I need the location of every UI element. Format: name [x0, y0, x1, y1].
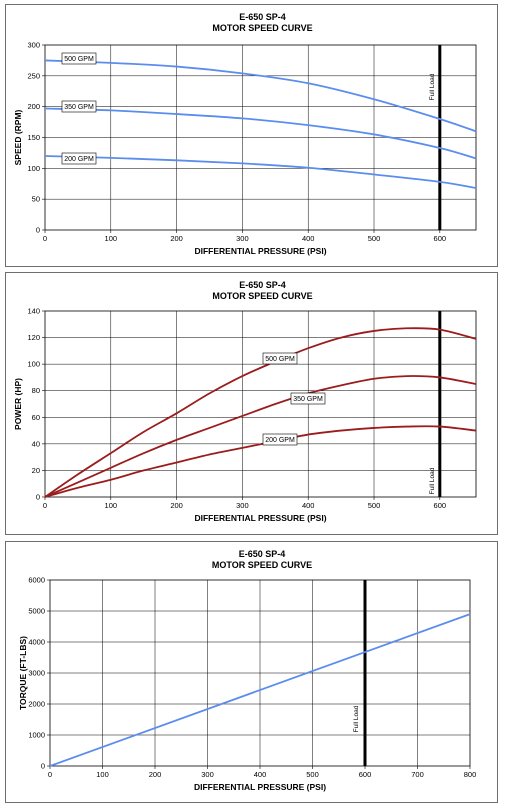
- y-tick-label: 50: [32, 195, 40, 204]
- chart-subtitle: MOTOR SPEED CURVE: [212, 291, 312, 301]
- full-load-label: Full Load: [429, 73, 436, 100]
- x-tick-label: 300: [236, 234, 249, 243]
- y-tick-label: 100: [27, 164, 40, 173]
- series-label: 200 GPM: [265, 437, 295, 444]
- x-tick-label: 500: [368, 234, 381, 243]
- chart-title: E-650 SP-4: [239, 280, 286, 290]
- x-tick-label: 300: [201, 770, 214, 779]
- full-load-label: Full Load: [353, 705, 360, 732]
- series-label: 200 GPM: [64, 156, 94, 163]
- y-tick-label: 250: [27, 71, 40, 80]
- x-axis-label: DIFFERENTIAL PRESSURE (PSI): [194, 782, 326, 792]
- y-tick-label: 1000: [28, 731, 45, 740]
- power-chart-panel: E-650 SP-4 MOTOR SPEED CURVE 0 20 40 60 80 100 1…: [5, 272, 498, 535]
- series-label: 350 GPM: [64, 104, 94, 111]
- y-tick-label: 0: [41, 762, 45, 771]
- x-tick-label: 400: [302, 501, 315, 510]
- x-tick-label: 0: [43, 234, 47, 243]
- x-tick-label: 400: [254, 770, 267, 779]
- x-tick-label: 600: [434, 234, 447, 243]
- series-line: [44, 59, 477, 133]
- torque-chart-panel: E-650 SP-4 MOTOR SPEED CURVE 0 1000 2000 3000…: [5, 541, 498, 803]
- y-tick-label: 300: [27, 41, 40, 50]
- y-tick-label: 60: [32, 413, 40, 422]
- chart-title: E-650 SP-4: [239, 549, 286, 559]
- series-line: [49, 613, 471, 767]
- x-tick-label: 200: [170, 501, 183, 510]
- y-tick-label: 6000: [28, 576, 45, 585]
- y-tick-label: 0: [36, 493, 40, 502]
- x-tick-label: 600: [434, 501, 447, 510]
- series-label-box: [262, 433, 298, 446]
- full-load-label: Full Load: [429, 467, 436, 494]
- x-tick-label: 200: [170, 234, 183, 243]
- y-axis-label: SPEED (RPM): [13, 109, 23, 165]
- y-tick-label: 2000: [28, 700, 45, 709]
- x-tick-label: 0: [48, 770, 52, 779]
- series-label-box: [262, 352, 298, 365]
- y-tick-label: 5000: [28, 607, 45, 616]
- x-axis-label: DIFFERENTIAL PRESSURE (PSI): [194, 246, 326, 256]
- y-tick-label: 100: [27, 360, 40, 369]
- series-line: [44, 425, 477, 498]
- y-tick-label: 150: [27, 133, 40, 142]
- series-line: [44, 375, 477, 498]
- series-label-box: [290, 392, 326, 405]
- series-line: [44, 327, 477, 498]
- y-axis-label: POWER (HP): [13, 378, 23, 430]
- series-label: 350 GPM: [293, 396, 323, 403]
- series-line: [44, 155, 477, 189]
- series-line: [44, 107, 477, 160]
- y-tick-label: 20: [32, 466, 40, 475]
- x-tick-label: 700: [411, 770, 424, 779]
- chart-subtitle: MOTOR SPEED CURVE: [212, 23, 312, 33]
- y-tick-label: 200: [27, 102, 40, 111]
- series-label: 500 GPM: [64, 56, 94, 63]
- x-tick-label: 800: [464, 770, 477, 779]
- series-label-box: [61, 100, 97, 113]
- y-tick-label: 40: [32, 439, 40, 448]
- chart-title: E-650 SP-4: [239, 12, 286, 22]
- chart-subtitle: MOTOR SPEED CURVE: [212, 560, 312, 570]
- x-tick-label: 400: [302, 234, 315, 243]
- y-tick-label: 80: [32, 386, 40, 395]
- y-tick-label: 4000: [28, 638, 45, 647]
- x-axis-label: DIFFERENTIAL PRESSURE (PSI): [194, 513, 326, 523]
- y-axis-label: TORQUE (FT-LBS): [18, 636, 28, 710]
- y-tick-label: 140: [27, 307, 40, 316]
- series-label-box: [61, 52, 97, 65]
- x-tick-label: 500: [368, 501, 381, 510]
- x-tick-label: 600: [359, 770, 372, 779]
- x-tick-label: 0: [43, 501, 47, 510]
- y-tick-label: 120: [27, 333, 40, 342]
- x-tick-label: 200: [149, 770, 162, 779]
- x-tick-label: 100: [96, 770, 109, 779]
- x-tick-label: 100: [105, 234, 118, 243]
- series-label: 500 GPM: [265, 356, 295, 363]
- speed-chart-panel: E-650 SP-4 MOTOR SPEED CURVE 0 50 100 150 200 2…: [5, 4, 498, 267]
- series-label-box: [61, 152, 97, 165]
- x-tick-label: 500: [306, 770, 319, 779]
- y-tick-label: 3000: [28, 669, 45, 678]
- y-tick-label: 0: [36, 226, 40, 235]
- x-tick-label: 100: [105, 501, 118, 510]
- x-tick-label: 300: [236, 501, 249, 510]
